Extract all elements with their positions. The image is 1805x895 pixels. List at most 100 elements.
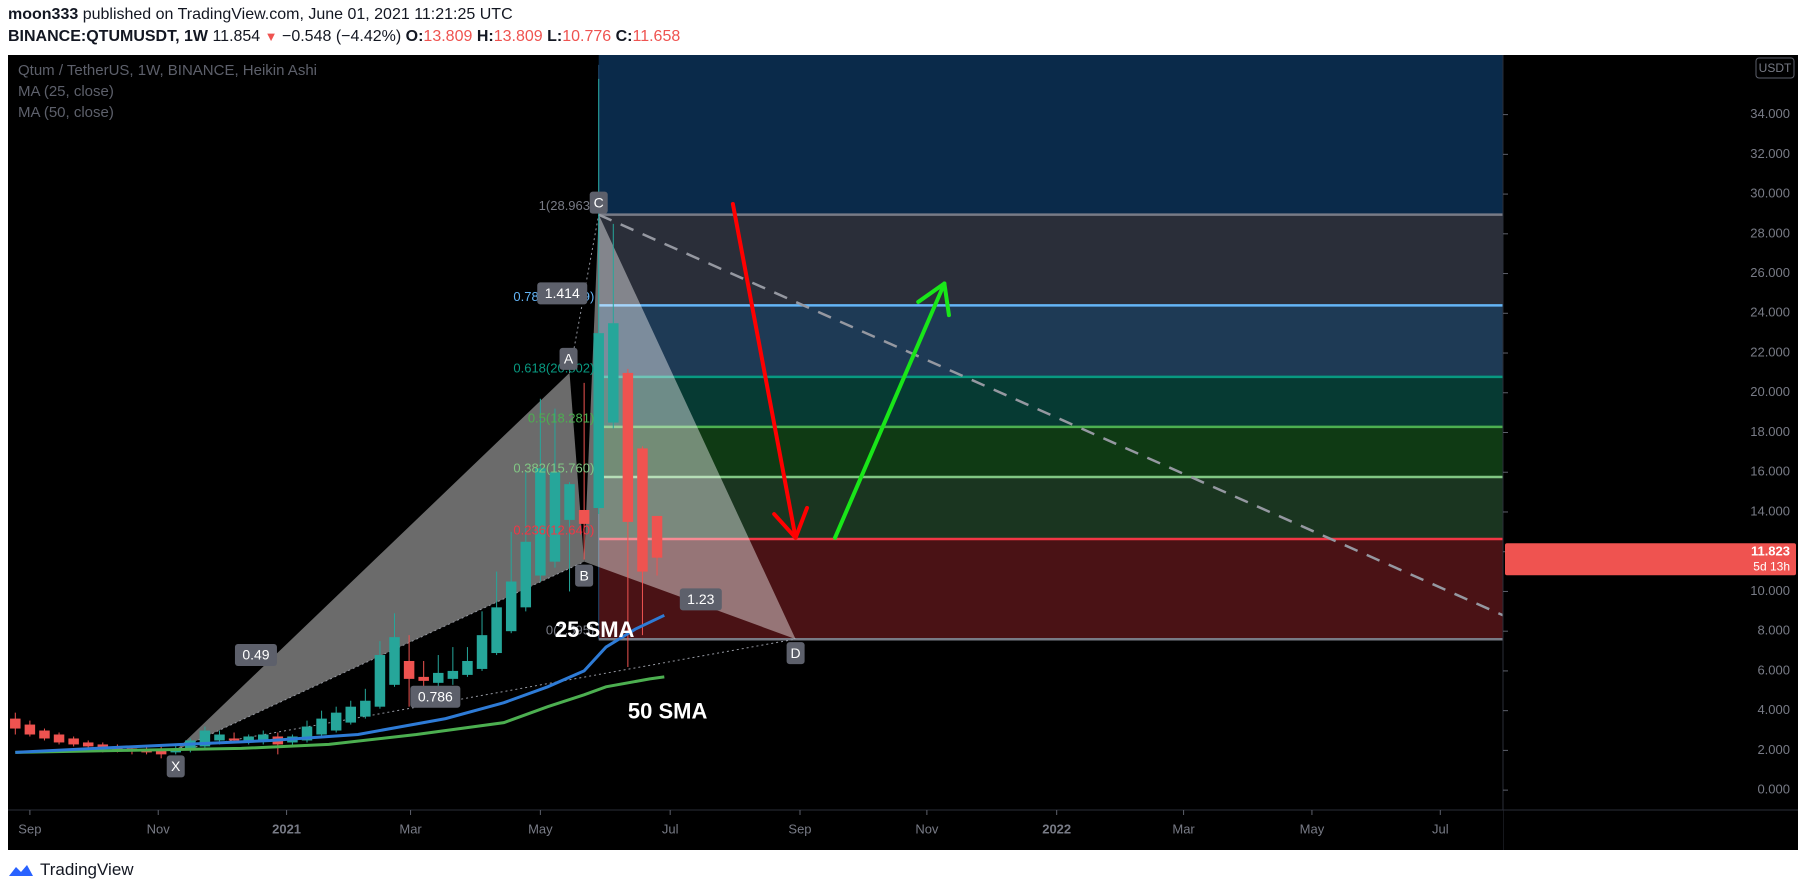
ratio-label-text: 0.49 <box>242 647 269 663</box>
candle[interactable] <box>24 720 36 737</box>
ratio-label-text: 1.414 <box>545 285 580 301</box>
fib-zone-0.618 <box>598 376 1503 427</box>
candle[interactable] <box>505 531 517 634</box>
annotation-25-sma: 25 SMA <box>555 617 635 642</box>
candle[interactable] <box>53 732 65 745</box>
ma50-line[interactable] <box>15 675 665 754</box>
y-tick-label: 2.000 <box>1757 742 1790 757</box>
x-tick-label: Nov <box>147 821 171 836</box>
price-change: −0.548 (−4.42%) <box>281 28 402 45</box>
candle[interactable] <box>549 408 561 568</box>
candle[interactable] <box>39 728 50 741</box>
harmonic-point-b[interactable]: B <box>575 564 594 587</box>
red-down-arrow[interactable] <box>730 202 810 540</box>
tradingview-footer[interactable]: TradingView <box>8 860 134 880</box>
candle[interactable] <box>68 736 79 747</box>
symbol-label: BINANCE:QTUMUSDT, 1W <box>8 28 208 45</box>
candle[interactable] <box>316 710 327 737</box>
harmonic-point-box <box>166 755 185 778</box>
candle[interactable] <box>345 700 357 725</box>
harmonic-point-x[interactable]: X <box>166 755 185 778</box>
legend-title: Qtum / TetherUS, 1W, BINANCE, Heikin Ash… <box>18 62 317 79</box>
candle[interactable] <box>564 482 575 592</box>
ohlc-header: BINANCE:QTUMUSDT, 1W 11.854 ▼ −0.548 (−4… <box>8 28 680 46</box>
candle[interactable] <box>520 472 532 612</box>
harmonic-point-box <box>559 347 578 370</box>
y-tick-label: 32.000 <box>1750 146 1790 161</box>
ma25-line[interactable] <box>15 613 665 754</box>
tradingview-logo-icon <box>9 865 33 876</box>
green-up-arrow[interactable] <box>832 281 951 540</box>
x-tick-label: Sep <box>788 821 811 836</box>
y-tick-label: 8.000 <box>1757 623 1790 638</box>
ratio-label[interactable]: 0.49 <box>234 644 277 667</box>
harmonic-triangle-xab <box>175 372 585 751</box>
candle[interactable] <box>491 571 502 656</box>
candle[interactable] <box>608 223 619 429</box>
candle[interactable] <box>360 688 371 719</box>
ratio-label[interactable]: 1.414 <box>537 282 588 305</box>
candle[interactable] <box>433 655 444 691</box>
red-down-arrow-head <box>772 505 810 540</box>
harmonic-point-box <box>575 564 594 587</box>
candle[interactable] <box>637 446 648 636</box>
x-tick-label: May <box>528 821 553 836</box>
candle-body <box>637 448 648 572</box>
y-tick-label: 4.000 <box>1757 702 1790 717</box>
candle[interactable] <box>10 712 21 735</box>
green-up-arrow-head <box>916 281 951 318</box>
x-tick-label: Sep <box>18 821 41 836</box>
candle[interactable] <box>389 613 400 687</box>
harmonic-point-box <box>786 642 805 665</box>
candle[interactable] <box>622 368 634 667</box>
harmonic-triangle-bcd <box>584 214 796 640</box>
candle[interactable] <box>535 398 546 582</box>
red-down-arrow-shaft <box>730 202 798 540</box>
candle[interactable] <box>578 382 590 560</box>
harmonic-point-c[interactable]: C <box>589 191 608 214</box>
low-value: 10.776 <box>562 28 612 45</box>
harmonic-point-a[interactable]: A <box>559 347 578 370</box>
ratio-label[interactable]: 0.786 <box>410 685 461 708</box>
y-tick-label: 14.000 <box>1750 503 1790 518</box>
fib-label-0.618: 0.618(20.802) <box>513 360 594 375</box>
ratio-label[interactable]: 1.23 <box>679 588 722 611</box>
fib-zone-0.5 <box>598 426 1503 478</box>
candle[interactable] <box>403 635 415 707</box>
y-tick-label: 26.000 <box>1750 265 1790 280</box>
candle[interactable] <box>374 641 386 709</box>
open-label: O: <box>405 28 424 45</box>
currency-badge-box <box>1755 57 1795 79</box>
currency-badge-text: USDT <box>1759 61 1792 75</box>
y-tick-label: 34.000 <box>1750 106 1790 121</box>
author-name[interactable]: moon333 <box>8 6 79 23</box>
candle[interactable] <box>593 78 604 514</box>
price-chart[interactable]: 1(28.963)0.786(24.399)0.618(20.802)0.5(1… <box>8 55 1798 850</box>
trend-line-dashed[interactable] <box>598 213 1504 617</box>
candle-body <box>10 718 21 729</box>
candle-body <box>257 734 269 741</box>
candle[interactable] <box>462 647 473 677</box>
harmonic-point-text: X <box>171 758 181 774</box>
candle-body <box>622 372 634 522</box>
candle[interactable] <box>651 515 663 576</box>
candle-body <box>433 672 444 683</box>
publish-text: published on TradingView.com, June 01, 2… <box>82 6 513 23</box>
candle[interactable] <box>330 706 342 733</box>
y-tick-label: 30.000 <box>1750 186 1790 201</box>
currency-badge[interactable]: USDT <box>1755 57 1795 79</box>
high-value: 13.809 <box>493 28 543 45</box>
candle-body <box>97 744 109 749</box>
legend-ma25: MA (25, close) <box>18 83 114 100</box>
fib-zone-1 <box>598 214 1503 306</box>
candle[interactable] <box>447 647 459 685</box>
candle-body <box>608 323 619 423</box>
last-price-tag-bg <box>1505 543 1796 576</box>
candle-body <box>199 730 211 747</box>
publish-info: moon333 published on TradingView.com, Ju… <box>8 6 513 24</box>
candle-body <box>330 712 342 731</box>
candle[interactable] <box>476 611 488 671</box>
harmonic-point-d[interactable]: D <box>786 642 805 665</box>
brand-name: TradingView <box>40 860 134 879</box>
harmonic-point-box <box>589 191 608 214</box>
